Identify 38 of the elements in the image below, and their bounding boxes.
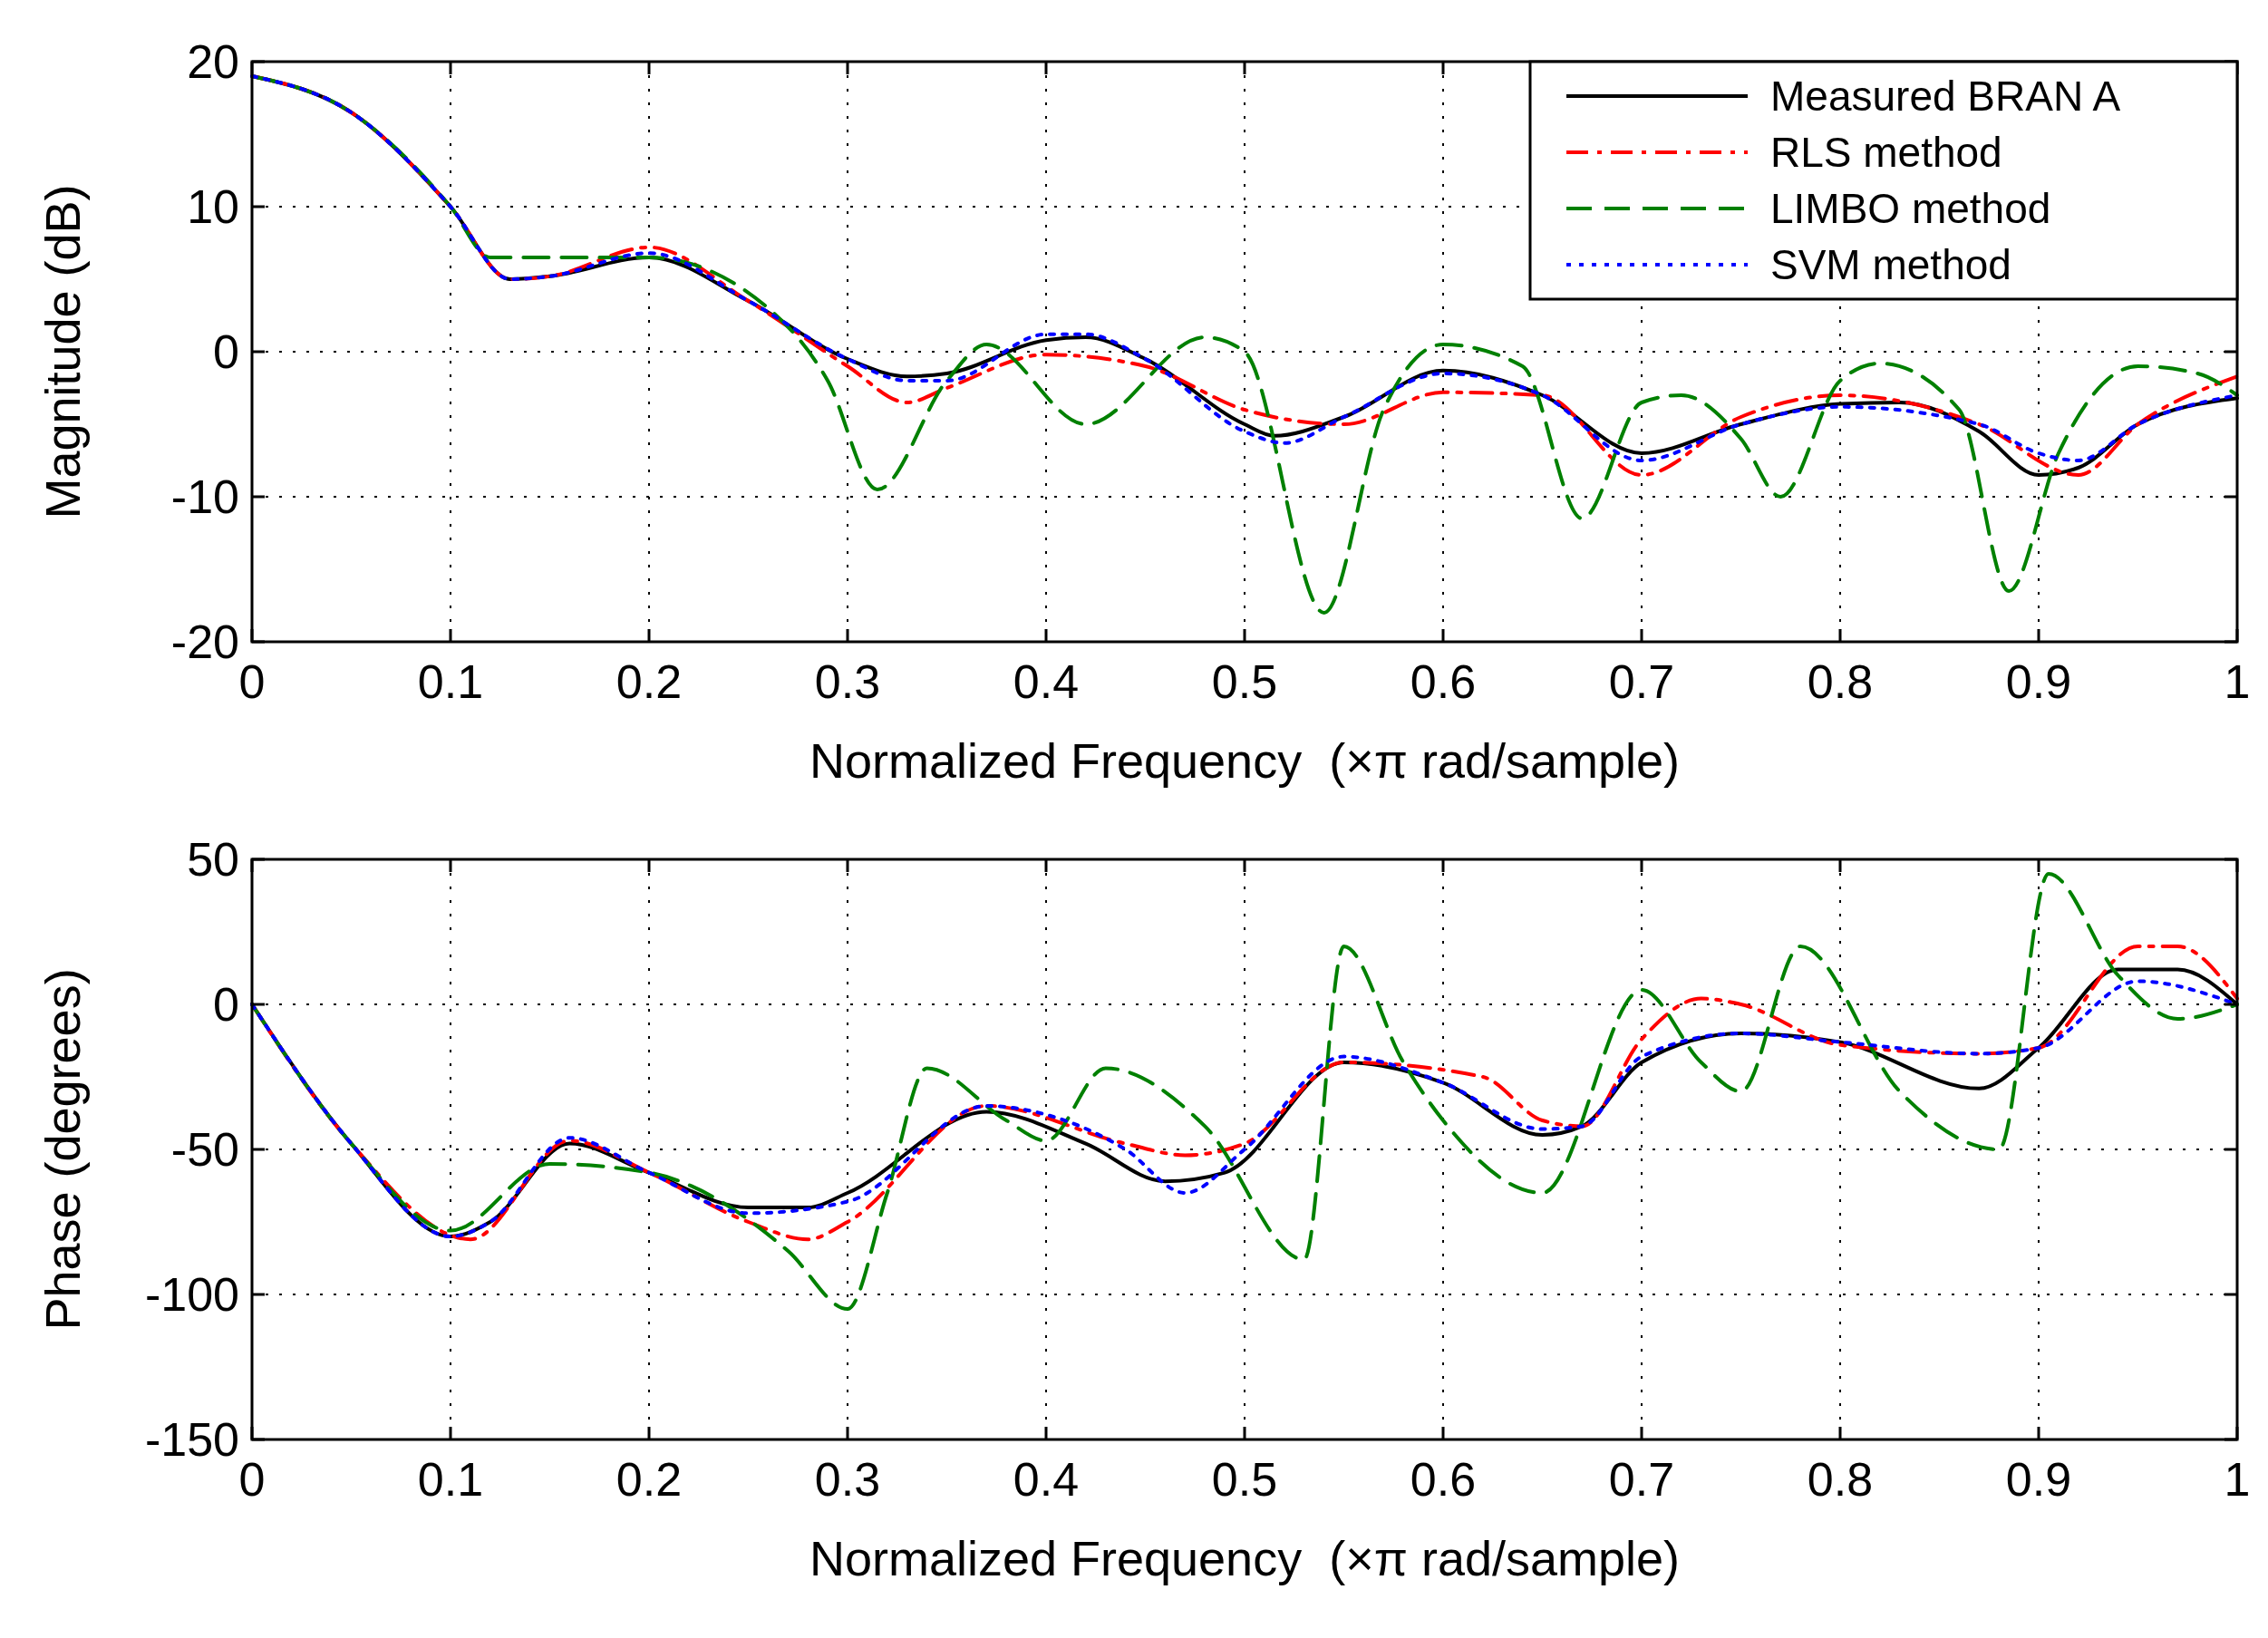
y-tick-label: -50: [170, 1123, 239, 1177]
x-axis-title: Normalized Frequency (×π rad/sample): [809, 733, 1681, 788]
x-tick-label: 0.2: [615, 1453, 683, 1506]
x-axis-title: Normalized Frequency (×π rad/sample): [809, 1531, 1681, 1585]
legend-label: Measured BRAN A: [1770, 73, 2121, 121]
x-tick-label: 1: [2224, 1453, 2251, 1506]
y-tick-label: 50: [187, 833, 239, 887]
y-tick-label: 0: [213, 325, 239, 379]
x-tick-label: 0.4: [1013, 655, 1080, 708]
x-tick-label: 0.5: [1211, 655, 1278, 708]
legend-label: SVM method: [1770, 241, 2011, 289]
legend-label: RLS method: [1770, 129, 2002, 177]
x-tick-label: 0.7: [1608, 1453, 1675, 1506]
x-tick-label: 0.8: [1807, 655, 1874, 708]
x-tick-label: 0.3: [814, 655, 881, 708]
x-tick-label: 0.9: [2005, 1453, 2072, 1506]
y-tick-label: 20: [187, 35, 239, 89]
x-tick-label: 0.9: [2005, 655, 2072, 708]
y-tick-label: 0: [213, 978, 239, 1032]
x-tick-label: 0.5: [1211, 1453, 1278, 1506]
y-tick-label: -10: [170, 470, 239, 524]
x-tick-label: 0.6: [1410, 1453, 1477, 1506]
x-tick-label: 0.8: [1807, 1453, 1874, 1506]
x-tick-label: 1: [2224, 655, 2251, 708]
x-tick-label: 0.1: [417, 1453, 484, 1506]
x-tick-label: 0.1: [417, 655, 484, 708]
legend-label: LIMBO method: [1770, 185, 2051, 233]
y-tick-label: -100: [144, 1268, 239, 1322]
x-tick-label: 0.7: [1608, 655, 1675, 708]
y-axis-title: Magnitude (dB): [35, 184, 90, 519]
y-tick-label: 10: [187, 180, 239, 234]
x-tick-label: 0.4: [1013, 1453, 1080, 1506]
x-tick-label: 0.2: [615, 655, 683, 708]
x-tick-label: 0.6: [1410, 655, 1477, 708]
y-tick-label: -150: [144, 1413, 239, 1467]
y-tick-label: -20: [170, 615, 239, 669]
x-tick-label: 0.3: [814, 1453, 881, 1506]
y-axis-title: Phase (degrees): [35, 968, 90, 1331]
